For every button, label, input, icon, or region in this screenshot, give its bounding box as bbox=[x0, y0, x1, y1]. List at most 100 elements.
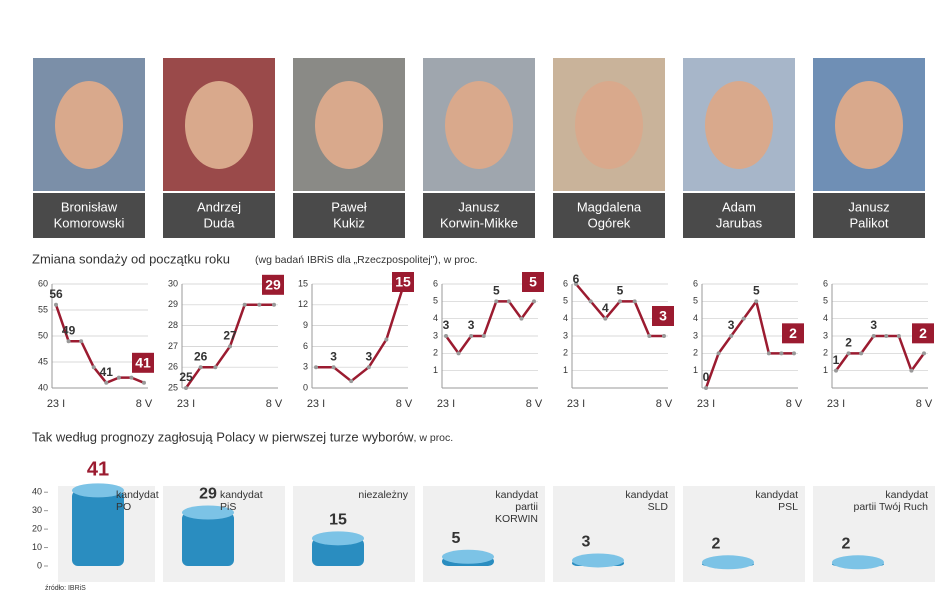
value-label: 27 bbox=[223, 329, 237, 343]
point bbox=[532, 299, 536, 304]
y-tick-label: 1 bbox=[823, 365, 828, 375]
y-tick-label: 29 bbox=[168, 299, 178, 309]
candidate-name: Palikot bbox=[849, 215, 888, 230]
value-label: 5 bbox=[452, 530, 461, 547]
bar bbox=[72, 490, 124, 566]
y-tick-label: 1 bbox=[693, 365, 698, 375]
value-label: 2 bbox=[845, 336, 852, 350]
value-label: 56 bbox=[49, 287, 63, 301]
trend-line bbox=[444, 300, 536, 355]
candidate-name: Duda bbox=[203, 215, 235, 230]
trend-line bbox=[54, 304, 145, 385]
party-label: kandydat bbox=[885, 489, 928, 501]
label-box bbox=[262, 274, 284, 295]
y-tick-label: 50 bbox=[38, 330, 48, 340]
party-label: PO bbox=[116, 501, 131, 513]
party-label: kandydat bbox=[755, 489, 798, 501]
bar-top bbox=[572, 553, 624, 568]
x-tick-label: 23 I bbox=[827, 398, 845, 410]
value-label: 41 bbox=[100, 365, 114, 379]
bar-top bbox=[182, 505, 234, 520]
y-tick-label: 0 bbox=[303, 382, 308, 392]
point bbox=[647, 334, 652, 338]
y-tick-label: 28 bbox=[168, 320, 178, 330]
point bbox=[384, 337, 389, 342]
point bbox=[198, 365, 203, 370]
point bbox=[779, 351, 784, 356]
point bbox=[632, 299, 637, 304]
y-tick-label: 40 bbox=[32, 487, 42, 497]
party-label: partii Twój Ruch bbox=[853, 501, 928, 513]
party-label: kandydat bbox=[220, 489, 263, 501]
point bbox=[104, 380, 109, 385]
point bbox=[54, 302, 58, 307]
point bbox=[662, 334, 666, 338]
y-tick-label: 26 bbox=[168, 362, 178, 372]
value-label: 29 bbox=[265, 277, 281, 293]
point bbox=[729, 334, 734, 338]
y-tick-label: 4 bbox=[693, 313, 698, 323]
candidate-name: Ogórek bbox=[588, 215, 631, 230]
party-label: niezależny bbox=[358, 489, 408, 501]
point bbox=[66, 339, 71, 344]
y-tick-label: 30 bbox=[168, 278, 178, 288]
photo-face bbox=[835, 81, 903, 169]
x-tick-label: 8 V bbox=[136, 398, 153, 410]
y-tick-label: 10 bbox=[32, 542, 42, 552]
value-label: 2 bbox=[789, 325, 797, 341]
y-tick-label: 9 bbox=[303, 320, 308, 330]
source: źródło: IBRiS bbox=[45, 585, 86, 592]
y-tick-label: 15 bbox=[298, 278, 308, 288]
label-box bbox=[522, 272, 544, 292]
point bbox=[716, 351, 721, 356]
bar-top bbox=[72, 483, 124, 498]
value-label: 3 bbox=[659, 308, 667, 324]
point bbox=[519, 316, 524, 321]
point bbox=[366, 365, 371, 370]
point bbox=[257, 302, 262, 307]
photo-face bbox=[55, 81, 123, 169]
point bbox=[754, 299, 759, 304]
photo-face bbox=[705, 81, 773, 169]
point bbox=[184, 386, 188, 390]
value-label: 49 bbox=[62, 323, 76, 337]
x-tick-label: 23 I bbox=[307, 398, 325, 410]
value-label: 3 bbox=[365, 349, 372, 363]
value-label: 1 bbox=[833, 353, 840, 367]
photo-face bbox=[185, 81, 253, 169]
candidate-name: Magdalena bbox=[577, 199, 642, 214]
trend-line bbox=[316, 283, 406, 383]
y-tick-label: 4 bbox=[433, 313, 438, 323]
bar-top bbox=[442, 549, 494, 564]
point bbox=[909, 368, 914, 373]
name-box bbox=[683, 193, 795, 238]
point bbox=[481, 334, 486, 338]
party-label: kandydat bbox=[625, 489, 668, 501]
value-label: 5 bbox=[617, 284, 624, 298]
value-label: 2 bbox=[842, 536, 851, 553]
point bbox=[846, 351, 851, 356]
y-tick-label: 12 bbox=[298, 299, 308, 309]
y-tick-label: 27 bbox=[168, 341, 178, 351]
y-tick-label: 2 bbox=[823, 348, 828, 358]
y-tick-label: 0 bbox=[37, 560, 42, 570]
x-tick-label: 8 V bbox=[916, 398, 933, 410]
bar-top bbox=[312, 531, 364, 546]
y-tick-label: 5 bbox=[693, 296, 698, 306]
x-tick-label: 8 V bbox=[786, 398, 803, 410]
point bbox=[272, 302, 276, 307]
name-box bbox=[293, 193, 405, 238]
x-tick-label: 23 I bbox=[437, 398, 455, 410]
point bbox=[314, 365, 318, 370]
y-tick-label: 6 bbox=[693, 278, 698, 288]
y-tick-label: 1 bbox=[433, 365, 438, 375]
y-tick-label: 20 bbox=[32, 523, 42, 533]
value-label: 3 bbox=[582, 534, 591, 551]
label-box bbox=[132, 352, 154, 373]
name-box bbox=[33, 193, 145, 238]
candidate-name: Janusz bbox=[848, 199, 889, 214]
bar bbox=[312, 538, 364, 566]
point bbox=[228, 344, 232, 349]
bar-top bbox=[702, 555, 754, 570]
